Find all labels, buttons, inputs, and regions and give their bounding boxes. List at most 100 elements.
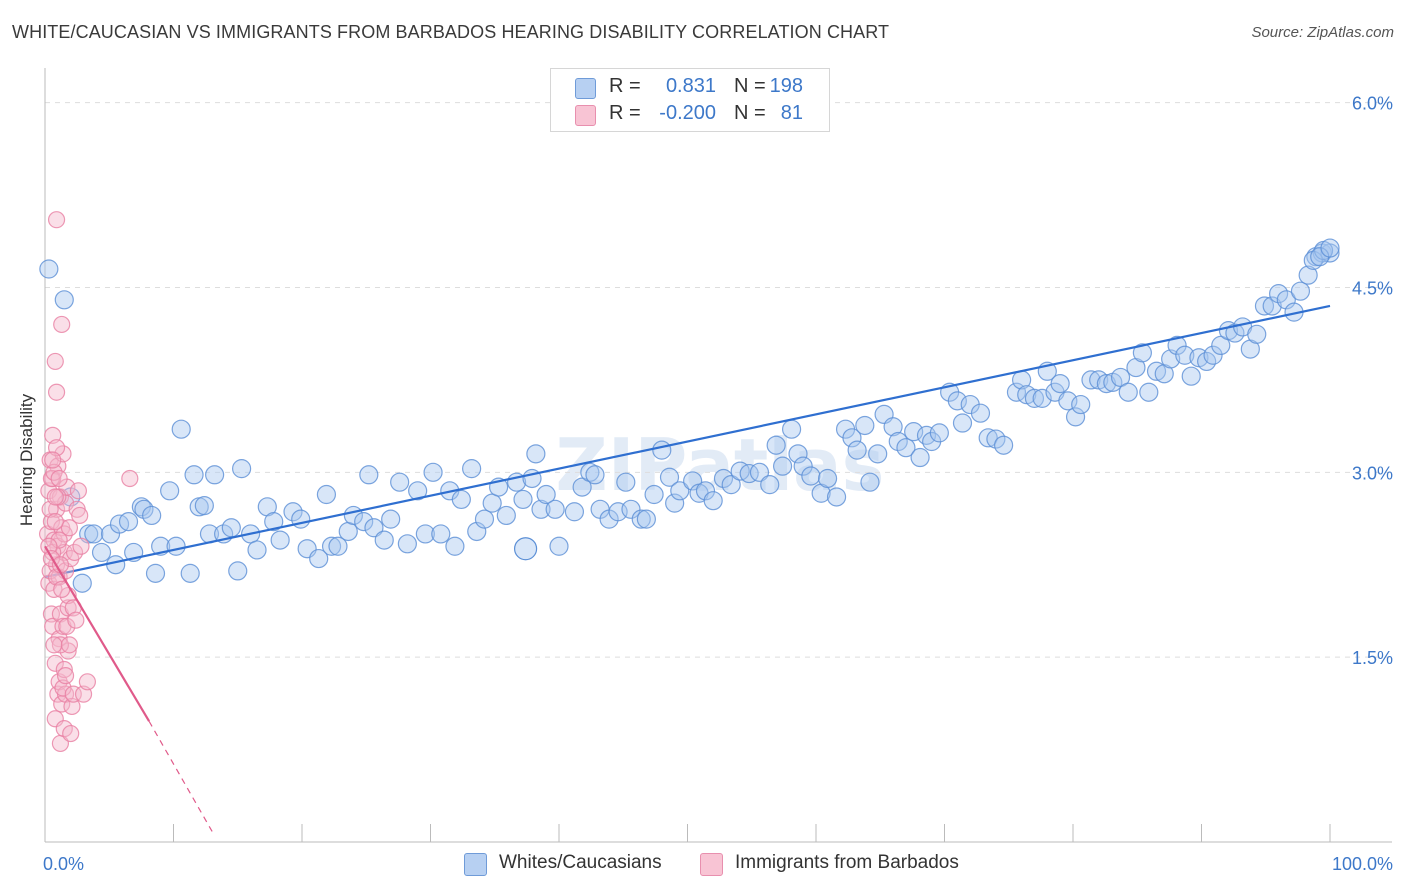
y-tick-label: 3.0% bbox=[1352, 463, 1393, 483]
legend-r-label: R = bbox=[609, 102, 641, 124]
data-point-whites bbox=[1247, 324, 1267, 344]
data-point-barbados bbox=[78, 673, 97, 691]
data-point-whites bbox=[636, 509, 656, 529]
data-point-whites bbox=[860, 472, 880, 492]
data-point-whites bbox=[1071, 394, 1091, 415]
data-point-whites bbox=[766, 435, 786, 455]
data-point-barbados bbox=[69, 482, 88, 500]
data-point-barbados bbox=[54, 445, 72, 463]
data-point-whites bbox=[423, 462, 443, 482]
bottom-legend-swatch-blue bbox=[464, 853, 487, 876]
data-point-whites bbox=[72, 573, 92, 593]
data-point-whites bbox=[180, 563, 200, 583]
data-point-whites bbox=[264, 512, 284, 532]
legend-n-label: N = bbox=[734, 102, 766, 124]
trendline-whites bbox=[44, 304, 1331, 579]
data-point-whites bbox=[1050, 374, 1070, 394]
data-point-whites bbox=[1024, 388, 1045, 408]
bottom-legend-label: Whites/Caucasians bbox=[499, 852, 662, 873]
data-point-whites bbox=[904, 422, 924, 442]
data-point-barbados bbox=[53, 315, 71, 334]
data-point-barbados bbox=[46, 488, 64, 506]
data-point-whites bbox=[390, 472, 410, 492]
data-point-whites bbox=[713, 468, 734, 489]
legend-n-value: 81 bbox=[780, 102, 803, 124]
data-point-whites bbox=[1290, 281, 1311, 301]
data-point-whites bbox=[397, 534, 417, 554]
data-point-barbados bbox=[62, 724, 80, 743]
legend-n-label: N = bbox=[734, 75, 766, 97]
data-point-whites bbox=[513, 537, 538, 561]
data-point-whites bbox=[106, 555, 126, 575]
data-point-whites bbox=[847, 440, 867, 460]
data-point-whites bbox=[1320, 238, 1340, 258]
data-point-whites bbox=[142, 505, 162, 526]
data-point-whites bbox=[826, 487, 847, 507]
data-point-whites bbox=[526, 444, 546, 464]
y-tick-label: 4.5% bbox=[1352, 278, 1393, 298]
data-point-whites bbox=[1058, 391, 1078, 411]
data-point-whites bbox=[482, 493, 502, 513]
data-point-whites bbox=[270, 530, 290, 550]
data-point-whites bbox=[145, 563, 166, 583]
chart-title: WHITE/CAUCASIAN VS IMMIGRANTS FROM BARBA… bbox=[12, 22, 890, 42]
data-point-whites bbox=[1118, 382, 1138, 402]
data-point-whites bbox=[994, 435, 1014, 455]
data-point-whites bbox=[564, 502, 585, 522]
y-tick-label: 1.5% bbox=[1352, 648, 1393, 668]
legend-r-value: 0.831 bbox=[665, 75, 716, 97]
data-point-whites bbox=[1203, 345, 1223, 365]
data-point-whites bbox=[580, 462, 600, 482]
data-point-whites bbox=[970, 403, 991, 423]
data-point-whites bbox=[616, 472, 636, 492]
data-point-barbados bbox=[56, 667, 75, 685]
legend-r-value: -0.200 bbox=[659, 102, 716, 124]
data-point-whites bbox=[536, 484, 556, 505]
data-point-whites bbox=[659, 467, 680, 487]
data-point-whites bbox=[232, 459, 252, 479]
data-point-whites bbox=[868, 444, 888, 464]
data-point-whites bbox=[194, 495, 214, 516]
data-point-whites bbox=[338, 521, 358, 542]
data-point-whites bbox=[631, 509, 651, 529]
data-point-barbados bbox=[121, 469, 139, 488]
legend-swatch-blue bbox=[575, 78, 596, 99]
data-point-whites bbox=[986, 429, 1006, 449]
data-point-whites bbox=[415, 524, 435, 544]
data-point-barbados bbox=[47, 383, 66, 401]
data-point-whites bbox=[513, 489, 533, 510]
data-point-whites bbox=[408, 481, 428, 501]
data-point-whites bbox=[621, 499, 641, 519]
data-point-whites bbox=[1167, 335, 1187, 355]
data-point-whites bbox=[739, 463, 759, 484]
data-point-barbados bbox=[44, 451, 62, 469]
data-point-whites bbox=[1139, 382, 1159, 402]
y-tick-label: 6.0% bbox=[1352, 94, 1393, 114]
data-point-whites bbox=[978, 428, 998, 448]
data-point-whites bbox=[321, 536, 342, 556]
data-point-barbados bbox=[63, 697, 81, 716]
bottom-legend-swatch-pink bbox=[700, 853, 723, 876]
legend-n-value: 198 bbox=[769, 75, 803, 97]
data-point-whites bbox=[1132, 343, 1152, 363]
data-point-whites bbox=[374, 530, 394, 550]
data-point-whites bbox=[572, 477, 592, 497]
data-point-whites bbox=[166, 536, 186, 556]
data-point-whites bbox=[283, 502, 303, 522]
data-point-whites bbox=[888, 431, 908, 452]
data-point-whites bbox=[1175, 345, 1195, 365]
data-point-barbados bbox=[72, 537, 90, 555]
data-point-whites bbox=[1268, 284, 1289, 304]
data-point-whites bbox=[670, 481, 690, 501]
data-point-barbados bbox=[46, 654, 64, 672]
data-point-whites bbox=[952, 413, 973, 433]
data-point-whites bbox=[801, 466, 821, 486]
data-point-whites bbox=[39, 259, 59, 279]
data-point-whites bbox=[462, 459, 482, 479]
data-point-whites bbox=[496, 505, 516, 526]
data-point-barbados bbox=[67, 611, 85, 629]
data-point-whites bbox=[474, 509, 495, 529]
data-point-whites bbox=[947, 391, 967, 411]
data-point-whites bbox=[118, 512, 139, 532]
data-point-whites bbox=[896, 438, 916, 458]
